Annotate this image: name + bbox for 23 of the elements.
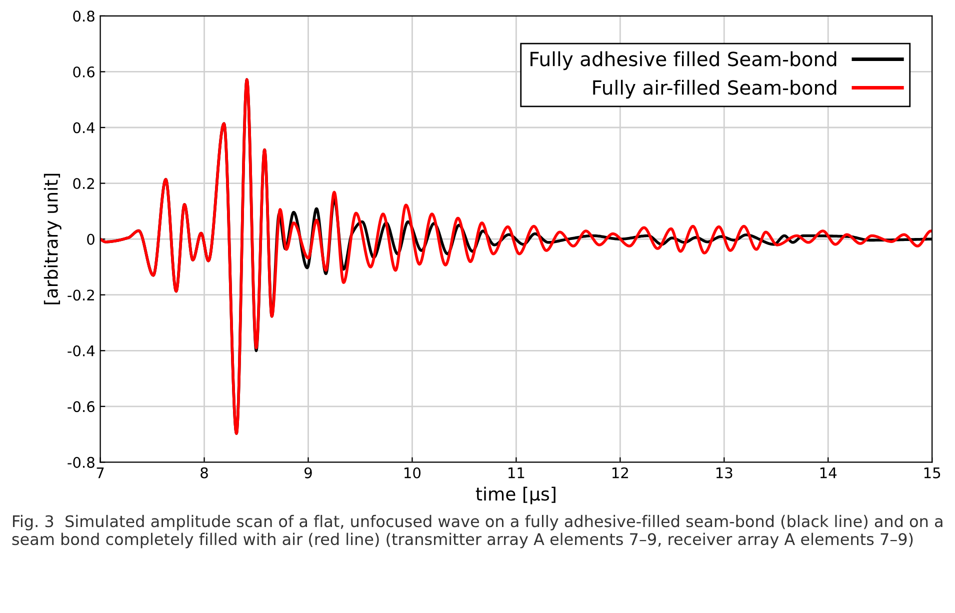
y-tick-label: -0.4 — [68, 345, 95, 356]
y-axis-title: [arbitrary unit] — [44, 174, 62, 304]
legend-label: Fully air-filled Seam-bond — [593, 80, 836, 99]
y-tick-label: -0.6 — [68, 401, 94, 412]
y-tick-label: 0.2 — [73, 178, 94, 190]
x-tick-label: 10 — [404, 467, 421, 478]
y-tick-label: -0.8 — [68, 456, 94, 468]
x-tick-label: 9 — [304, 467, 312, 478]
x-tick-label: 8 — [200, 467, 208, 478]
y-tick-label: 0.8 — [73, 10, 94, 22]
x-tick-label: 12 — [612, 467, 628, 478]
x-axis-title: time [µs] — [476, 486, 556, 504]
x-tick-label: 7 — [96, 468, 104, 478]
legend-label: Fully adhesive filled Seam-bond — [530, 51, 836, 70]
x-tick-label: 11 — [508, 468, 524, 478]
y-tick-label: 0.6 — [73, 66, 94, 78]
x-tick-label: 14 — [820, 468, 837, 478]
x-tick-label: 15 — [924, 468, 940, 478]
x-tick-label: 13 — [716, 467, 732, 478]
y-tick-label: -0.2 — [68, 290, 94, 301]
caption: Fig. 3 Simulated amplitude scan of a flat, unfocused wave on a fully adhesive-filled seam-bond (black line) and on a seam bond completely filled with air (red line) (transmitter array A elements 7–9, receiver array A elements 7–9) — [12, 514, 942, 548]
y-tick-label: 0.4 — [73, 122, 95, 134]
y-tick-label: 0 — [87, 234, 94, 245]
